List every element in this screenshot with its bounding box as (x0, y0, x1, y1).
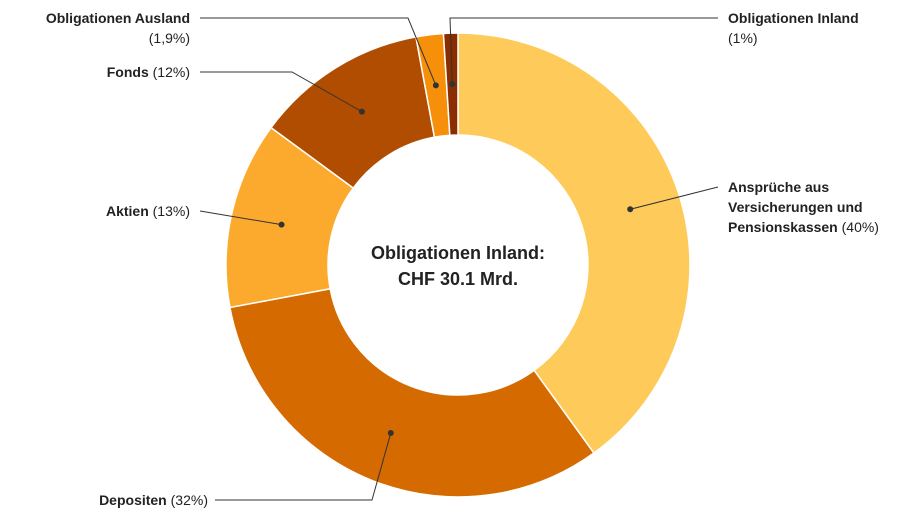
segment-label: Depositen (32%) (99, 490, 208, 510)
segment-value: (40%) (841, 219, 879, 235)
segment-value: (1,9%) (148, 30, 190, 46)
leader-line (200, 17, 437, 86)
segment-value: (32%) (170, 492, 208, 508)
segment-name: Aktien (105, 203, 149, 219)
leader-dot (358, 108, 365, 115)
segment-label: Aktien (13%) (106, 201, 190, 221)
center-label: CHF 30.1 Mrd. (398, 269, 518, 289)
segment-name: Ansprüche aus Versicherungen und Pension… (728, 179, 863, 235)
leader-dot (449, 81, 456, 88)
segment-value: (12%) (152, 64, 190, 80)
center-label: Obligationen Inland: (371, 243, 545, 263)
segment-value: (13%) (152, 203, 190, 219)
leader-line (199, 210, 282, 226)
donut-segment (229, 287, 595, 498)
leader-dot (432, 82, 439, 89)
leader-line (449, 17, 718, 85)
segment-label: Obligationen Ausland (1,9%) (46, 8, 190, 48)
leader-line (200, 71, 363, 113)
segment-name: Depositen (99, 492, 167, 508)
donut (225, 32, 691, 498)
segment-label: Fonds (12%) (107, 62, 190, 82)
segment-value: (1%) (728, 30, 758, 46)
leader-dot (278, 221, 285, 228)
donut-segment (457, 32, 691, 455)
segment-name: Fonds (106, 64, 149, 80)
leader-dot (627, 206, 634, 213)
segment-label: Obligationen Inland (1%) (728, 8, 859, 48)
segment-name: Obligationen Ausland (45, 10, 190, 26)
leader-line (630, 186, 719, 210)
segment-label: Ansprüche aus Versicherungen und Pension… (728, 177, 913, 237)
segment-name: Obligationen Inland (728, 10, 859, 26)
leader-line (215, 432, 392, 501)
leader-dot (387, 430, 394, 437)
